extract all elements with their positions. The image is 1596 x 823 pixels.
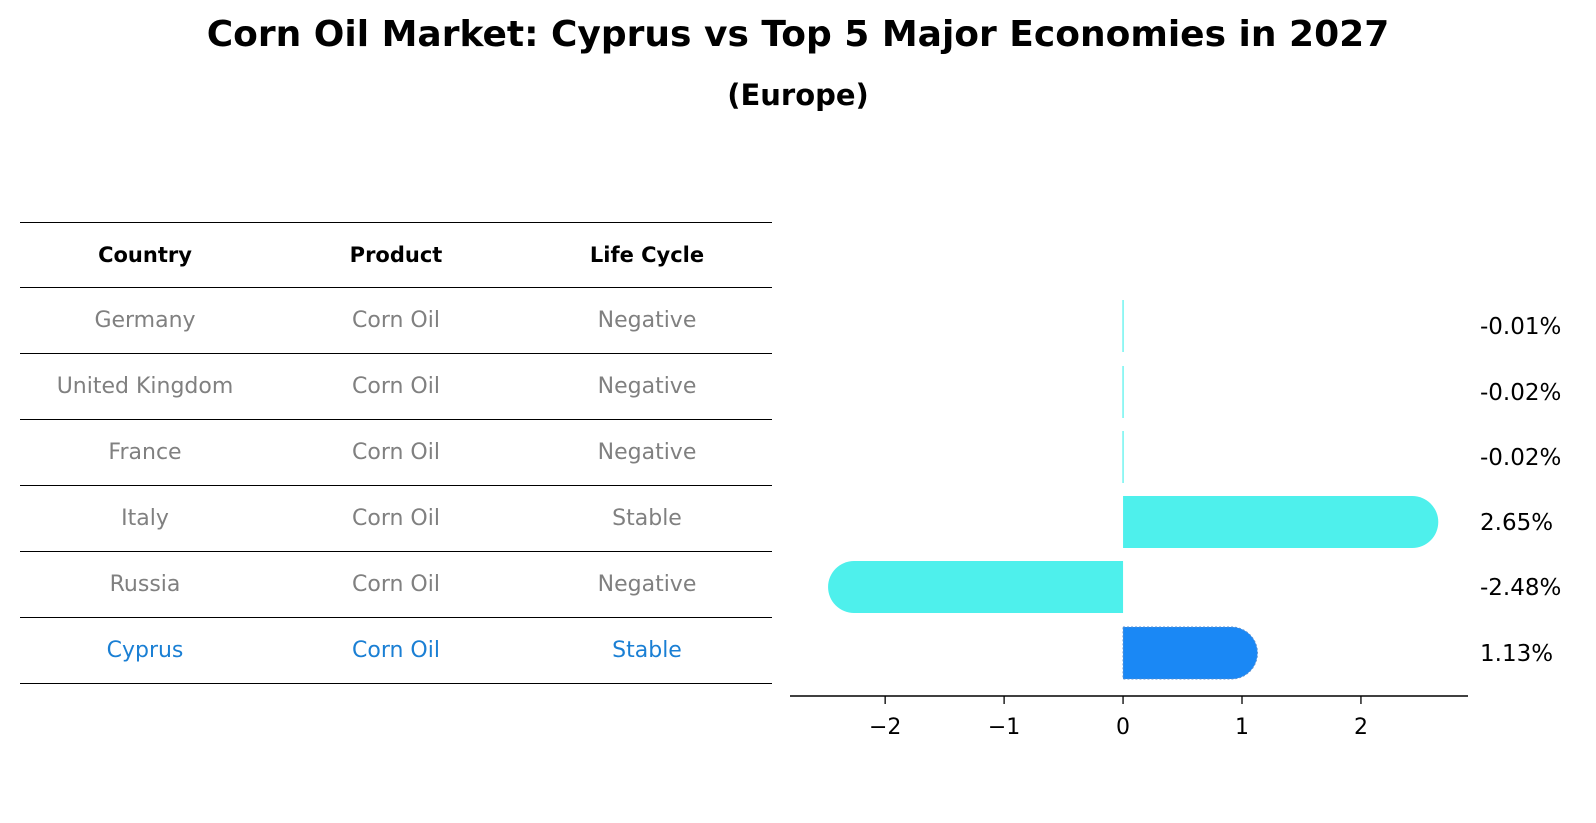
bar-cyprus [1122,626,1258,680]
bar-united-kingdom [1122,366,1124,418]
cell-product: Corn Oil [352,308,440,333]
cell-country: Cyprus [106,638,184,663]
bar-group [828,300,1439,680]
x-tick-label: 0 [1116,715,1130,740]
comparison-table: Country Product Life Cycle Germany Corn … [20,222,772,684]
cell-life-cycle: Stable [612,638,682,663]
cell-life-cycle: Negative [597,374,697,399]
x-tick-label: −2 [869,715,901,740]
bar-russia [828,561,1124,613]
cell-life-cycle: Negative [597,308,697,333]
table-row: France Corn Oil Negative [20,420,772,486]
cell-country: Russia [109,572,181,597]
x-tick-label: 2 [1354,715,1368,740]
value-label: -0.02% [1480,380,1561,406]
cell-product: Corn Oil [352,506,440,531]
table-row: Italy Corn Oil Stable [20,486,772,552]
value-label: 1.13% [1480,641,1553,667]
cell-country: France [108,440,182,465]
header-country: Country [98,243,192,267]
cell-product: Corn Oil [352,374,440,399]
cell-country: Germany [94,308,196,333]
cell-life-cycle: Stable [612,506,682,531]
cell-product: Corn Oil [352,638,440,663]
cell-product: Corn Oil [352,440,440,465]
value-label: -0.01% [1480,314,1561,340]
bar-germany [1122,300,1124,352]
header-product: Product [349,243,443,267]
bar-italy [1123,496,1439,548]
chart-subtitle: (Europe) [727,78,869,112]
x-tick-label: 1 [1235,715,1249,740]
bar-france [1122,431,1124,483]
chart-title: Corn Oil Market: Cyprus vs Top 5 Major E… [206,14,1390,55]
cell-product: Corn Oil [352,572,440,597]
table-row: Russia Corn Oil Negative [20,552,772,618]
table-row: Germany Corn Oil Negative [20,288,772,354]
table-row: United Kingdom Corn Oil Negative [20,354,772,420]
value-label-group: -0.01% -0.02% -0.02% 2.65% -2.48% 1.13% [1480,314,1561,667]
x-tick-label: −1 [988,715,1020,740]
value-label: -0.02% [1480,445,1561,471]
table-header-row: Country Product Life Cycle [20,222,772,288]
value-label: -2.48% [1480,575,1561,601]
table-row-highlight: Cyprus Corn Oil Stable [20,618,772,684]
x-tick-group: −2 −1 0 1 2 [869,696,1368,740]
cell-country: Italy [121,506,169,531]
cell-life-cycle: Negative [597,440,697,465]
cell-life-cycle: Negative [597,572,697,597]
value-label: 2.65% [1480,510,1553,536]
cell-country: United Kingdom [56,374,234,399]
header-life-cycle: Life Cycle [589,243,705,267]
